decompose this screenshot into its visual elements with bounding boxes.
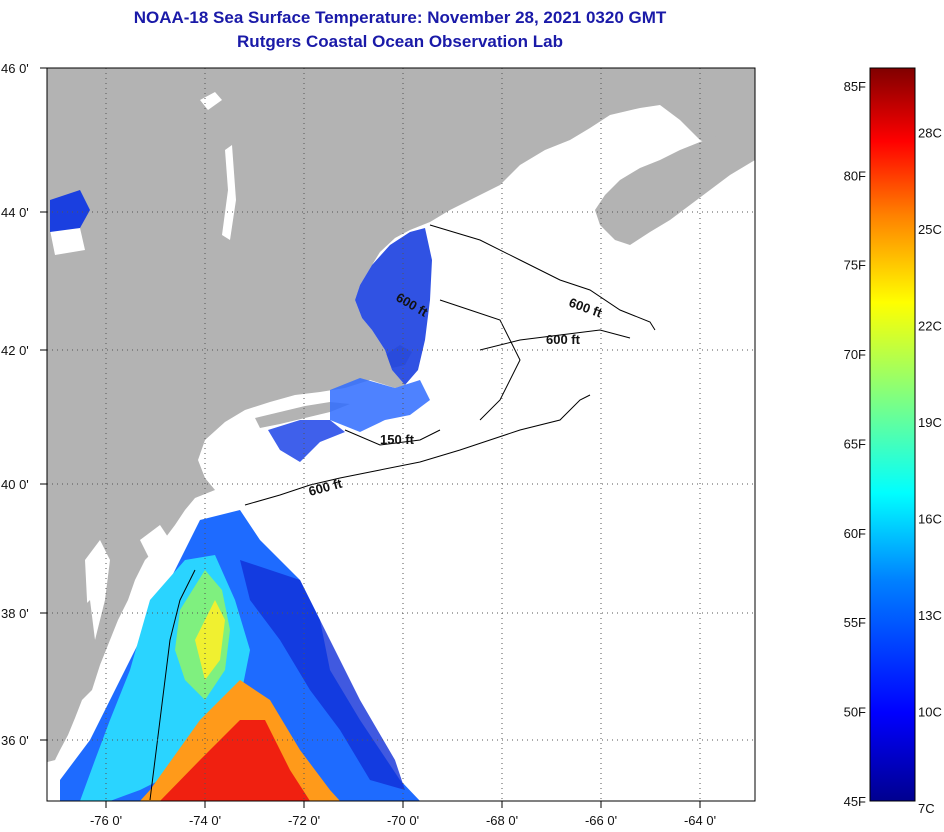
sst-gulf-of-maine — [355, 228, 432, 385]
colorbar-f-label: 70F — [844, 347, 866, 362]
map-subtitle: Rutgers Coastal Ocean Observation Lab — [237, 32, 563, 51]
lon-label: -72 0' — [288, 813, 320, 828]
colorbar-f-label: 50F — [844, 705, 866, 720]
colorbar-f-label: 60F — [844, 526, 866, 541]
colorbar-f-label: 80F — [844, 168, 866, 183]
colorbar-c-label: 22C — [918, 318, 942, 333]
lon-label: -74 0' — [189, 813, 221, 828]
lon-label: -68 0' — [486, 813, 518, 828]
sst-li-sound — [268, 420, 345, 462]
sst-georges-south — [330, 378, 430, 432]
colorbar — [869, 67, 916, 802]
isobath-lines — [149, 224, 656, 801]
lat-label: 44 0' — [1, 205, 29, 220]
colorbar-f-label: 75F — [844, 258, 866, 273]
lat-label: 40 0' — [1, 477, 29, 492]
colorbar-celsius-ticks: 28C 25C 22C 19C 16C 13C 10C 7C — [918, 125, 942, 816]
sst-offshore-streaks — [240, 560, 405, 790]
colorbar-c-label: 13C — [918, 608, 942, 623]
graticule — [47, 68, 755, 801]
land-long-island — [255, 402, 350, 428]
colorbar-f-label: 65F — [844, 436, 866, 451]
colorbar-f-label: 45F — [844, 794, 866, 809]
lat-label: 38 0' — [1, 606, 29, 621]
map-frame — [46, 67, 756, 802]
land-mainland — [47, 68, 755, 762]
lat-label: 46 0' — [1, 61, 29, 76]
lake — [222, 145, 236, 240]
sst-lake-patch — [50, 190, 90, 232]
colorbar-c-label: 10C — [918, 705, 942, 720]
isobath-label: 600 ft — [546, 332, 581, 347]
colorbar-c-label: 7C — [918, 801, 935, 816]
lon-label: -64 0' — [684, 813, 716, 828]
delaware-bay — [140, 525, 170, 560]
lon-label: -76 0' — [90, 813, 122, 828]
map-title: NOAA-18 Sea Surface Temperature: Novembe… — [133, 8, 667, 27]
lat-label: 42 0' — [1, 343, 29, 358]
land-nova-scotia — [595, 135, 755, 245]
lat-label: 36 0' — [1, 733, 29, 748]
colorbar-c-label: 25C — [918, 222, 942, 237]
axis-ticks — [40, 67, 701, 808]
lon-label: -70 0' — [387, 813, 419, 828]
colorbar-f-label: 55F — [844, 615, 866, 630]
lake — [200, 92, 222, 110]
colorbar-fahrenheit-ticks: 85F 80F 75F 70F 65F 60F 55F 50F 45F — [844, 79, 866, 809]
isobath-label: 150 ft — [380, 432, 415, 447]
lake — [50, 228, 85, 255]
colorbar-f-label: 85F — [844, 79, 866, 94]
sst-shelf-yellow — [195, 600, 225, 680]
lon-label: -66 0' — [585, 813, 617, 828]
colorbar-c-label: 28C — [918, 125, 942, 140]
colorbar-c-label: 19C — [918, 415, 942, 430]
land-coast-overlay — [47, 600, 95, 762]
colorbar-c-label: 16C — [918, 512, 942, 527]
